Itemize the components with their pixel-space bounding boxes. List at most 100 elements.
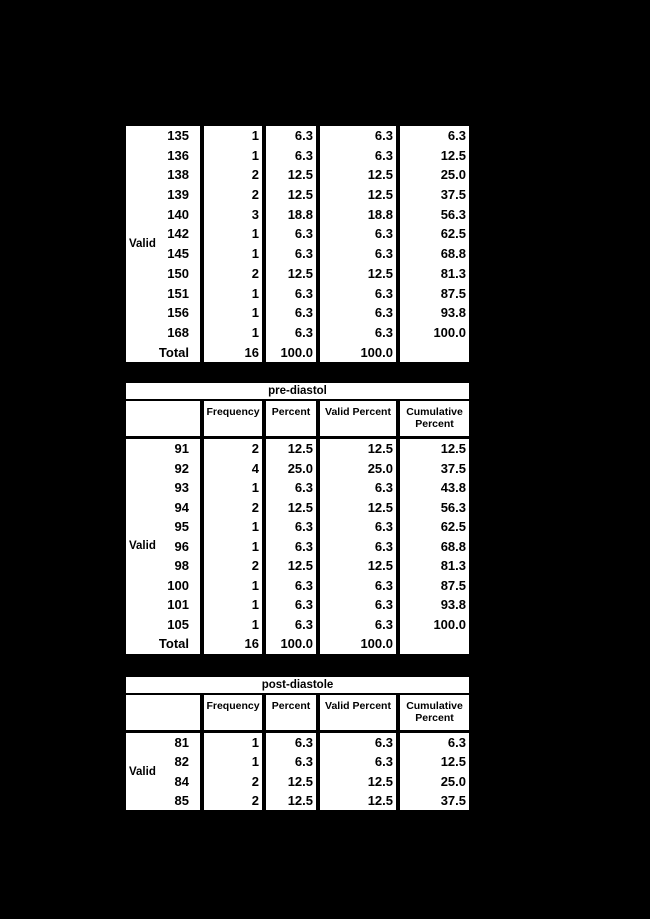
value-cell: 6.3: [266, 575, 316, 595]
row-label-cell: Total: [126, 342, 200, 363]
value-cell: 1: [204, 145, 262, 166]
row-label-cell: 105: [126, 614, 200, 634]
value-cell: 6.3: [266, 224, 316, 245]
value-cell: 56.3: [400, 497, 469, 517]
value-cell: 6.3: [266, 478, 316, 498]
value-cell: 4: [204, 458, 262, 478]
row-label-cell: 101: [126, 595, 200, 615]
value-cell: 6.3: [400, 126, 469, 146]
value-cell: 43.8: [400, 478, 469, 498]
value-cell: 12.5: [266, 439, 316, 459]
value-cell: 6.3: [266, 322, 316, 343]
value-cell: 62.5: [400, 517, 469, 537]
value-cell: [400, 634, 469, 654]
value-cell: 2: [204, 185, 262, 205]
value-cell: 6.3: [266, 595, 316, 615]
table-body: 81 1 6.3 6.3 6.3 82 1 6.3 6.3 12.5 84 2 12.5 12.5 25.0…: [126, 733, 469, 811]
row-label-cell: 94: [126, 497, 200, 517]
value-cell: 1: [204, 322, 262, 343]
table-header-row: Frequency Percent Valid Percent Cumulati…: [126, 401, 469, 436]
table-rows: 81 1 6.3 6.3 6.3 82 1 6.3 6.3 12.5 84 2 12.5 12.5 25.0…: [126, 733, 469, 811]
value-cell: 25.0: [400, 771, 469, 791]
frequency-table-continuation: 135 1 6.3 6.3 6.3 136 1 6.3 6.3 12.5 138 2 12.5 12.5 2…: [126, 126, 469, 363]
value-cell: 1: [204, 595, 262, 615]
value-cell: 1: [204, 478, 262, 498]
value-cell: 6.3: [320, 126, 396, 146]
value-cell: 62.5: [400, 224, 469, 245]
value-cell: 100.0: [266, 342, 316, 363]
value-cell: 12.5: [320, 165, 396, 186]
header-cumulative-percent: Cumulative Percent: [400, 695, 469, 730]
value-cell: 100.0: [320, 634, 396, 654]
value-cell: 37.5: [400, 458, 469, 478]
row-label-cell: 168: [126, 322, 200, 343]
value-cell: 2: [204, 790, 262, 811]
value-cell: 1: [204, 614, 262, 634]
value-cell: 6.3: [266, 283, 316, 304]
header-frequency: Frequency: [204, 695, 262, 730]
value-cell: 1: [204, 733, 262, 753]
row-label-cell: 98: [126, 556, 200, 576]
table-header-row: Frequency Percent Valid Percent Cumulati…: [126, 695, 469, 730]
value-cell: 6.3: [400, 733, 469, 753]
value-cell: 12.5: [320, 185, 396, 205]
value-cell: 6.3: [320, 145, 396, 166]
value-cell: 6.3: [266, 145, 316, 166]
value-cell: 2: [204, 497, 262, 517]
value-cell: 81.3: [400, 263, 469, 284]
header-valid-percent: Valid Percent: [320, 401, 396, 436]
value-cell: 1: [204, 244, 262, 264]
value-cell: 6.3: [320, 322, 396, 343]
value-cell: 6.3: [320, 575, 396, 595]
row-label-cell: 151: [126, 283, 200, 304]
row-label-cell: 81: [126, 733, 200, 753]
row-label-cell: 91: [126, 439, 200, 459]
value-cell: 25.0: [320, 458, 396, 478]
value-cell: 6.3: [320, 733, 396, 753]
value-cell: 93.8: [400, 303, 469, 323]
value-cell: 2: [204, 439, 262, 459]
value-cell: 6.3: [320, 536, 396, 556]
value-cell: 16: [204, 342, 262, 363]
table-body: 91 2 12.5 12.5 12.5 92 4 25.0 25.0 37.5 93 1 6.3 6.3 4…: [126, 439, 469, 654]
value-cell: 2: [204, 263, 262, 284]
value-cell: 12.5: [266, 497, 316, 517]
value-cell: 6.3: [266, 752, 316, 772]
row-label-cell: 135: [126, 126, 200, 146]
value-cell: 6.3: [320, 478, 396, 498]
header-frequency: Frequency: [204, 401, 262, 436]
header-cumulative-percent: Cumulative Percent: [400, 401, 469, 436]
value-cell: 12.5: [266, 556, 316, 576]
header-stub-cell: [126, 401, 200, 436]
value-cell: 12.5: [266, 790, 316, 811]
row-label-cell: 139: [126, 185, 200, 205]
value-cell: 25.0: [266, 458, 316, 478]
header-valid-percent: Valid Percent: [320, 695, 396, 730]
value-cell: 1: [204, 536, 262, 556]
value-cell: 6.3: [266, 536, 316, 556]
value-cell: 37.5: [400, 790, 469, 811]
value-cell: 100.0: [400, 322, 469, 343]
value-cell: 81.3: [400, 556, 469, 576]
value-cell: 12.5: [320, 439, 396, 459]
value-cell: 1: [204, 303, 262, 323]
value-cell: 12.5: [320, 556, 396, 576]
row-group-label-valid: Valid: [129, 540, 156, 553]
row-group-label-valid: Valid: [129, 238, 156, 251]
value-cell: 6.3: [320, 752, 396, 772]
row-label-cell: 156: [126, 303, 200, 323]
value-cell: 1: [204, 224, 262, 245]
value-cell: 1: [204, 752, 262, 772]
table-rows: 135 1 6.3 6.3 6.3 136 1 6.3 6.3 12.5 138 2 12.5 12.5 2…: [126, 126, 469, 363]
row-label-cell: Total: [126, 634, 200, 654]
value-cell: 6.3: [266, 303, 316, 323]
table-title: pre-diastol: [126, 383, 469, 399]
value-cell: 18.8: [320, 204, 396, 225]
row-label-cell: 140: [126, 204, 200, 225]
value-cell: 6.3: [266, 733, 316, 753]
row-group-label-valid: Valid: [129, 765, 156, 778]
row-label-cell: 150: [126, 263, 200, 284]
value-cell: 6.3: [320, 303, 396, 323]
value-cell: 12.5: [320, 771, 396, 791]
table-title: post-diastole: [126, 677, 469, 693]
